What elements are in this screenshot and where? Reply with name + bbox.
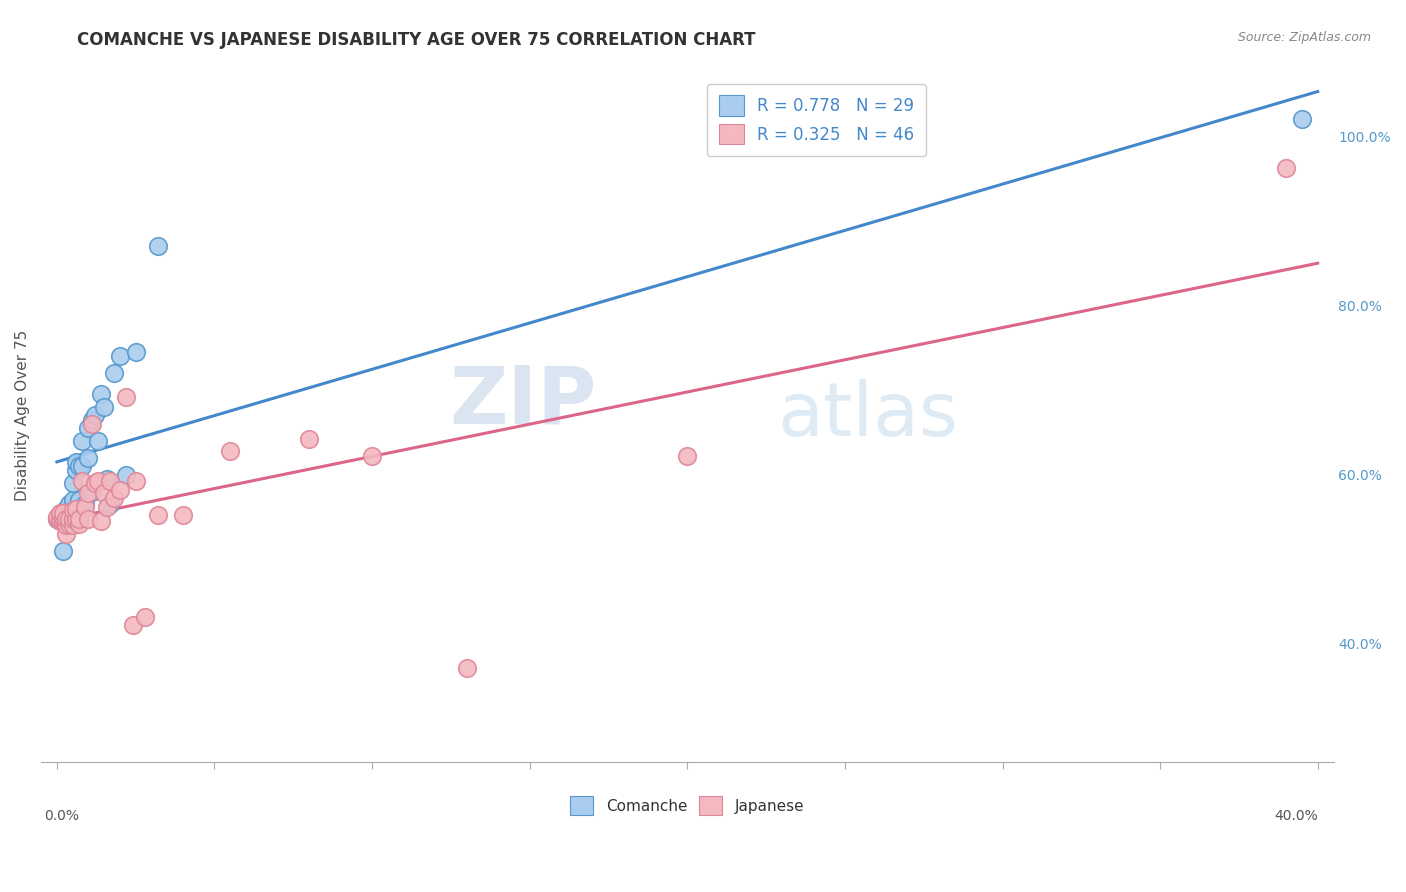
- Point: [45, 512, 67, 526]
- Point: [58, 497, 80, 511]
- Point: [52, 544, 75, 558]
- Point: [70, 459, 93, 474]
- Point: [62, 503, 84, 517]
- Text: COMANCHE VS JAPANESE DISABILITY AGE OVER 75 CORRELATION CHART: COMANCHE VS JAPANESE DISABILITY AGE OVER…: [77, 31, 756, 49]
- Point: [103, 491, 125, 506]
- Point: [1275, 161, 1298, 176]
- Point: [65, 463, 87, 477]
- Point: [49, 506, 72, 520]
- Point: [49, 512, 72, 526]
- Point: [67, 516, 90, 531]
- Point: [87, 434, 110, 448]
- Point: [49, 514, 72, 528]
- Text: Source: ZipAtlas.com: Source: ZipAtlas.com: [1237, 31, 1371, 45]
- Point: [77, 450, 100, 465]
- Point: [62, 493, 84, 508]
- Point: [77, 512, 100, 526]
- Point: [80, 413, 103, 427]
- Point: [75, 500, 97, 514]
- Point: [96, 500, 118, 514]
- Point: [67, 459, 90, 474]
- Point: [55, 518, 77, 533]
- Point: [96, 472, 118, 486]
- Point: [77, 421, 100, 435]
- Point: [124, 475, 146, 489]
- Legend: Comanche, Japanese: Comanche, Japanese: [561, 788, 813, 824]
- Point: [83, 409, 105, 423]
- Point: [80, 417, 103, 431]
- Point: [70, 475, 93, 489]
- Point: [75, 497, 97, 511]
- Point: [87, 475, 110, 489]
- Point: [90, 387, 112, 401]
- Point: [121, 618, 143, 632]
- Point: [172, 508, 194, 523]
- Point: [45, 512, 67, 526]
- Text: 40.0%: 40.0%: [1274, 809, 1317, 823]
- Point: [361, 449, 384, 463]
- Point: [55, 512, 77, 526]
- Point: [65, 455, 87, 469]
- Point: [115, 390, 138, 404]
- Point: [65, 512, 87, 526]
- Point: [108, 483, 131, 497]
- Point: [70, 434, 93, 448]
- Point: [146, 239, 169, 253]
- Text: atlas: atlas: [778, 379, 959, 452]
- Point: [124, 345, 146, 359]
- Point: [298, 432, 321, 446]
- Point: [67, 493, 90, 508]
- Point: [52, 510, 75, 524]
- Point: [103, 366, 125, 380]
- Y-axis label: Disability Age Over 75: Disability Age Over 75: [15, 330, 30, 501]
- Point: [93, 400, 115, 414]
- Point: [100, 497, 122, 511]
- Point: [52, 506, 75, 520]
- Point: [65, 501, 87, 516]
- Point: [55, 527, 77, 541]
- Point: [134, 610, 156, 624]
- Point: [45, 510, 67, 524]
- Point: [456, 660, 478, 674]
- Point: [62, 476, 84, 491]
- Text: 0.0%: 0.0%: [44, 809, 79, 823]
- Point: [219, 444, 242, 458]
- Point: [83, 476, 105, 491]
- Point: [80, 484, 103, 499]
- Point: [146, 508, 169, 523]
- Point: [52, 512, 75, 526]
- Point: [77, 486, 100, 500]
- Point: [62, 512, 84, 526]
- Point: [93, 486, 115, 500]
- Point: [108, 349, 131, 363]
- Point: [115, 467, 138, 482]
- Point: [58, 516, 80, 531]
- Text: ZIP: ZIP: [450, 363, 596, 441]
- Point: [55, 501, 77, 516]
- Point: [1291, 112, 1313, 127]
- Point: [52, 514, 75, 528]
- Point: [90, 514, 112, 528]
- Point: [62, 518, 84, 533]
- Point: [67, 512, 90, 526]
- Point: [100, 475, 122, 489]
- Point: [58, 512, 80, 526]
- Point: [676, 449, 699, 463]
